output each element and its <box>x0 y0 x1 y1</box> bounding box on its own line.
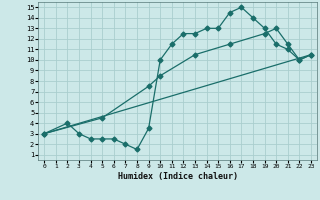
X-axis label: Humidex (Indice chaleur): Humidex (Indice chaleur) <box>118 172 238 181</box>
